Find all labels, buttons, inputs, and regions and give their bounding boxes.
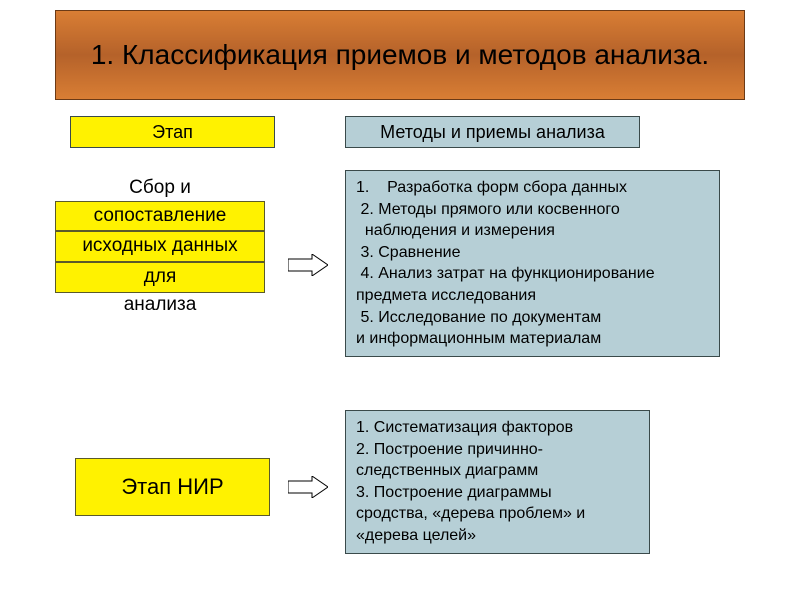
header-methods: Методы и приемы анализа — [345, 116, 640, 148]
arrow-2 — [288, 476, 328, 498]
stage1-pre: Сбор и — [55, 176, 265, 201]
methods2-line: следственных диаграмм — [356, 460, 639, 482]
methods2-line: 2. Построение причинно- — [356, 439, 639, 461]
stage1-hl3: для — [55, 262, 265, 293]
methods2-box: 1. Систематизация факторов2. Построение … — [345, 410, 650, 554]
header-stage: Этап — [70, 116, 275, 148]
methods2-line: сродства, «дерева проблем» и — [356, 503, 639, 525]
stage1-post: анализа — [55, 293, 265, 318]
methods2-line: 1. Систематизация факторов — [356, 417, 639, 439]
header-methods-label: Методы и приемы анализа — [380, 122, 605, 143]
methods1-line: 2. Методы прямого или косвенного — [356, 199, 709, 221]
stage1-box: Сбор и сопоставление исходных данных для… — [55, 176, 265, 317]
stage2-label: Этап НИР — [121, 474, 223, 500]
header-stage-label: Этап — [152, 122, 193, 143]
methods1-box: 1. Разработка форм сбора данных 2. Метод… — [345, 170, 720, 357]
title-text: 1. Классификация приемов и методов анали… — [91, 38, 709, 72]
methods1-line: и информационным материалам — [356, 328, 709, 350]
arrow-1 — [288, 254, 328, 276]
methods1-line: 3. Сравнение — [356, 242, 709, 264]
methods2-line: «дерева целей» — [356, 525, 639, 547]
methods2-line: 3. Построение диаграммы — [356, 482, 639, 504]
methods1-line: 5. Исследование по документам — [356, 307, 709, 329]
title-banner: 1. Классификация приемов и методов анали… — [55, 10, 745, 100]
methods1-line: предмета исследования — [356, 285, 709, 307]
methods1-line: 1. Разработка форм сбора данных — [356, 177, 709, 199]
stage2-box: Этап НИР — [75, 458, 270, 516]
stage1-hl2: исходных данных — [55, 231, 265, 262]
methods1-line: 4. Анализ затрат на функционирование — [356, 263, 709, 285]
stage1-hl1: сопоставление — [55, 201, 265, 232]
methods1-line: наблюдения и измерения — [356, 220, 709, 242]
